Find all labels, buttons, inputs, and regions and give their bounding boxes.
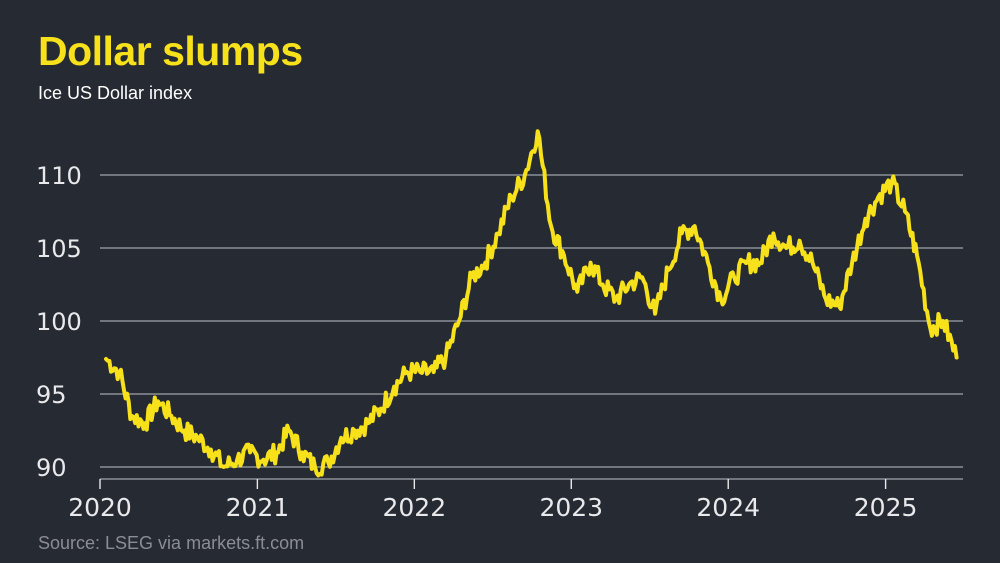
- series-line-dollar-index: [104, 129, 959, 478]
- chart-title: Dollar slumps: [38, 28, 303, 74]
- y-tick-label: 110: [36, 162, 82, 190]
- series-layer: [104, 129, 959, 478]
- x-tick-label: 2025: [854, 493, 918, 522]
- y-axis-ticks: 90 95 100 105 110: [36, 162, 82, 482]
- y-tick-label: 105: [36, 235, 82, 263]
- y-tick-label: 100: [36, 308, 82, 336]
- x-tick-label: 2023: [539, 493, 603, 522]
- x-tick-label: 2022: [383, 493, 447, 522]
- x-tick-label: 2020: [68, 493, 132, 522]
- y-tick-label: 95: [36, 381, 67, 409]
- chart-subtitle: Ice US Dollar index: [38, 83, 193, 103]
- x-tick-label: 2024: [696, 493, 760, 522]
- source-note: Source: LSEG via markets.ft.com: [38, 533, 305, 553]
- y-tick-label: 90: [36, 454, 67, 482]
- x-axis: 2020 2021 2022 2023 2024 2025: [68, 478, 963, 522]
- grid-lines: [100, 174, 963, 468]
- x-tick-label: 2021: [226, 493, 290, 522]
